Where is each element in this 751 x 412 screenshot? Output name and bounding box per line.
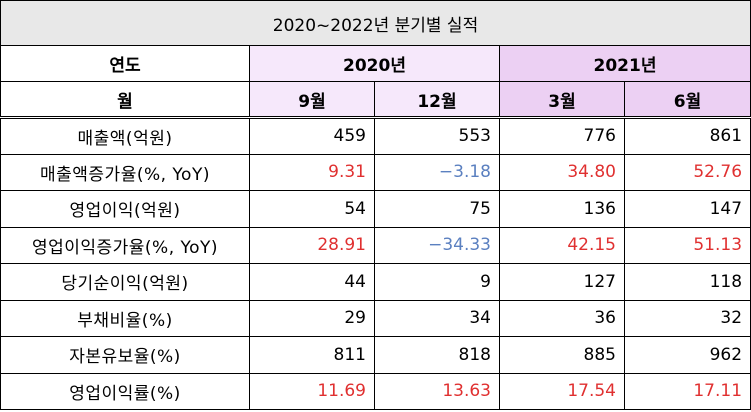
table-row: 영업이익률(%) 11.69 13.63 17.54 17.11 bbox=[0, 372, 751, 410]
table-row: 자본유보율(%) 811 818 885 962 bbox=[0, 336, 751, 374]
value-cell: 861 bbox=[623, 117, 751, 155]
month-header-label: 월 bbox=[0, 81, 250, 119]
value-cell: 818 bbox=[374, 336, 500, 374]
value-cell: 51.13 bbox=[623, 226, 751, 264]
value-cell: 36 bbox=[499, 299, 625, 337]
row-label: 당기순이익(억원) bbox=[0, 263, 250, 301]
value-cell: 28.91 bbox=[249, 226, 375, 264]
month-header-2020-sep: 9월 bbox=[249, 81, 375, 119]
row-label: 영업이익률(%) bbox=[0, 372, 250, 410]
month-header-2021-jun: 6월 bbox=[623, 81, 751, 119]
table-row: 매출액증가율(%, YoY) 9.31 −3.18 34.80 52.76 bbox=[0, 153, 751, 191]
value-cell: −3.18 bbox=[374, 153, 500, 191]
row-label: 부채비율(%) bbox=[0, 299, 250, 337]
value-cell: 9.31 bbox=[249, 153, 375, 191]
value-cell: 34 bbox=[374, 299, 500, 337]
value-cell: 811 bbox=[249, 336, 375, 374]
value-cell: 29 bbox=[249, 299, 375, 337]
year-header-2021: 2021년 bbox=[498, 45, 751, 82]
month-header-2020-dec: 12월 bbox=[374, 81, 500, 119]
year-header-row: 연도 2020년 2021년 bbox=[0, 45, 751, 82]
value-cell: 776 bbox=[499, 117, 625, 155]
value-cell: 75 bbox=[374, 190, 500, 228]
value-cell: 52.76 bbox=[623, 153, 751, 191]
value-cell: 962 bbox=[623, 336, 751, 374]
table-row: 부채비율(%) 29 34 36 32 bbox=[0, 299, 751, 337]
row-label: 매출액증가율(%, YoY) bbox=[0, 153, 250, 191]
year-header-label: 연도 bbox=[0, 45, 250, 82]
value-cell: 127 bbox=[499, 263, 625, 301]
value-cell: 13.63 bbox=[374, 372, 500, 410]
month-header-row: 월 9월 12월 3월 6월 bbox=[0, 81, 751, 119]
value-cell: 885 bbox=[499, 336, 625, 374]
table-row: 당기순이익(억원) 44 9 127 118 bbox=[0, 263, 751, 301]
value-cell: 17.11 bbox=[623, 372, 751, 410]
value-cell: 459 bbox=[249, 117, 375, 155]
row-label: 영업이익(억원) bbox=[0, 190, 250, 228]
value-cell: −34.33 bbox=[374, 226, 500, 264]
table-title: 2020~2022년 분기별 실적 bbox=[0, 0, 751, 46]
year-header-2020: 2020년 bbox=[249, 45, 500, 82]
row-label: 매출액(억원) bbox=[0, 117, 250, 155]
value-cell: 9 bbox=[374, 263, 500, 301]
table-row: 영업이익증가율(%, YoY) 28.91 −34.33 42.15 51.13 bbox=[0, 226, 751, 264]
row-label: 영업이익증가율(%, YoY) bbox=[0, 226, 250, 264]
title-row: 2020~2022년 분기별 실적 bbox=[0, 0, 751, 46]
value-cell: 17.54 bbox=[499, 372, 625, 410]
table-body: 매출액(억원) 459 553 776 861 매출액증가율(%, YoY) 9.31 −3.… bbox=[0, 117, 751, 410]
value-cell: 54 bbox=[249, 190, 375, 228]
value-cell: 118 bbox=[623, 263, 751, 301]
month-header-2021-mar: 3월 bbox=[499, 81, 625, 119]
row-label: 자본유보율(%) bbox=[0, 336, 250, 374]
value-cell: 44 bbox=[249, 263, 375, 301]
table-row: 매출액(억원) 459 553 776 861 bbox=[0, 117, 751, 155]
value-cell: 32 bbox=[623, 299, 751, 337]
value-cell: 136 bbox=[499, 190, 625, 228]
value-cell: 42.15 bbox=[499, 226, 625, 264]
value-cell: 34.80 bbox=[499, 153, 625, 191]
value-cell: 147 bbox=[623, 190, 751, 228]
table-row: 영업이익(억원) 54 75 136 147 bbox=[0, 190, 751, 228]
value-cell: 11.69 bbox=[249, 372, 375, 410]
value-cell: 553 bbox=[374, 117, 500, 155]
